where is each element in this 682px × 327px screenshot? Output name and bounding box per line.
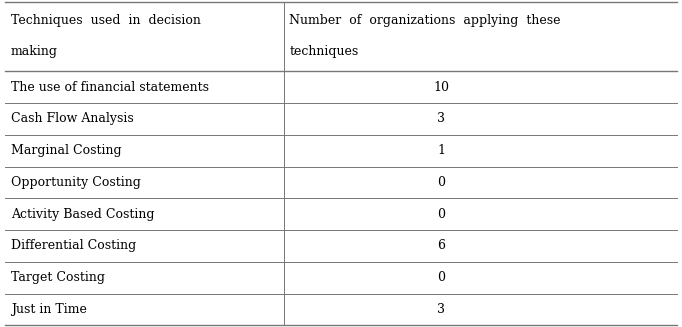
Text: making: making	[11, 45, 58, 58]
Text: 1: 1	[437, 144, 445, 157]
Text: Opportunity Costing: Opportunity Costing	[11, 176, 140, 189]
Text: Techniques  used  in  decision: Techniques used in decision	[11, 14, 201, 27]
Text: 3: 3	[437, 303, 445, 316]
Text: Number  of  organizations  applying  these: Number of organizations applying these	[289, 14, 561, 27]
Text: techniques: techniques	[289, 45, 359, 58]
Text: Activity Based Costing: Activity Based Costing	[11, 208, 154, 221]
Text: 3: 3	[437, 112, 445, 125]
Text: 0: 0	[437, 271, 445, 284]
Text: Target Costing: Target Costing	[11, 271, 105, 284]
Text: 0: 0	[437, 208, 445, 221]
Text: 0: 0	[437, 176, 445, 189]
Text: 10: 10	[433, 81, 449, 94]
Text: The use of financial statements: The use of financial statements	[11, 81, 209, 94]
Text: Marginal Costing: Marginal Costing	[11, 144, 121, 157]
Text: Cash Flow Analysis: Cash Flow Analysis	[11, 112, 134, 125]
Text: Just in Time: Just in Time	[11, 303, 87, 316]
Text: 6: 6	[437, 239, 445, 252]
Text: Differential Costing: Differential Costing	[11, 239, 136, 252]
